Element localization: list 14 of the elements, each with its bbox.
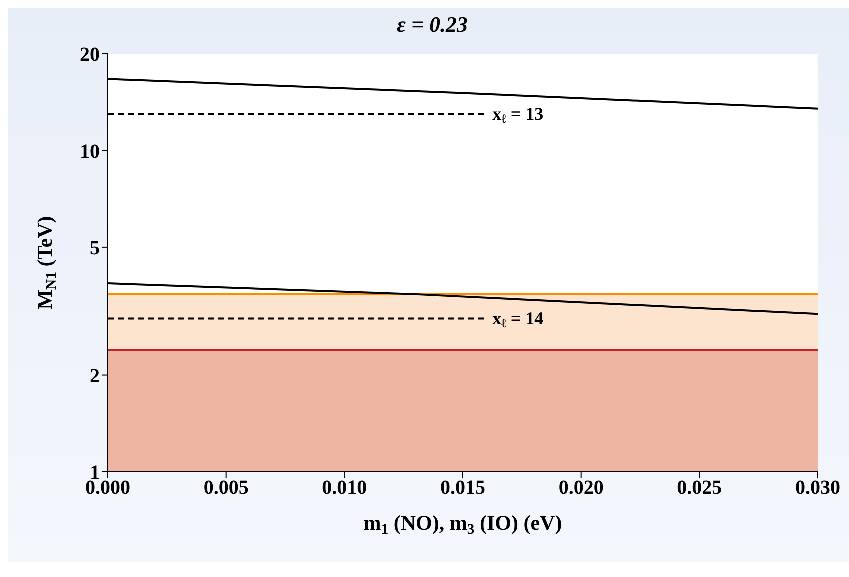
x-tick-label: 0.005 bbox=[204, 477, 249, 500]
y-tick-label: 5 bbox=[90, 238, 100, 260]
y-tick-label: 10 bbox=[80, 140, 100, 163]
y-tick-label: 20 bbox=[80, 44, 100, 66]
annotation: x$_{ℓ}$ = 14 bbox=[492, 308, 544, 331]
x-tick-label: 0.025 bbox=[677, 477, 722, 500]
x-tick-label: 0.020 bbox=[558, 477, 604, 500]
x-tick-label: 0.015 bbox=[440, 477, 486, 500]
x-tick-label: 0.010 bbox=[322, 477, 368, 500]
chart-title: ε = 0.23 bbox=[396, 12, 468, 37]
y-tick-label: 2 bbox=[90, 365, 100, 388]
x-axis-title: m$_{1}$ (NO), m$_{3}$ (IO) (eV) bbox=[364, 511, 562, 538]
x-tick-label: 0.030 bbox=[796, 477, 840, 500]
annotation: x$_{ℓ}$ = 13 bbox=[492, 104, 544, 126]
